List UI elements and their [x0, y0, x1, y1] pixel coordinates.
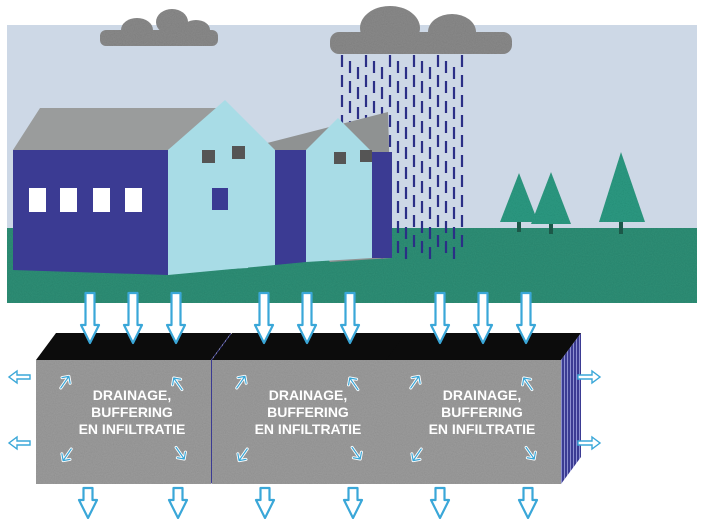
arrow-side-icon	[7, 435, 31, 451]
corner-arrow-icon	[347, 376, 360, 392]
block-top	[386, 333, 581, 360]
block-label: DRAINAGE, BUFFERING EN INFILTRATIE	[57, 387, 207, 438]
block-label-line: EN INFILTRATIE	[428, 421, 536, 437]
building-icon	[13, 100, 392, 275]
corner-arrows	[59, 374, 537, 463]
block-side	[561, 333, 581, 484]
corner-arrow-icon	[350, 445, 363, 461]
arrow-side-icon	[577, 369, 602, 385]
arrow-down-icon	[472, 291, 494, 345]
arrow-down-icon	[429, 291, 451, 345]
corner-arrow-icon	[410, 447, 423, 463]
block-label-line: DRAINAGE,	[268, 387, 348, 403]
corner-arrow-icon	[524, 445, 537, 461]
block-label-line: BUFFERING	[441, 404, 523, 420]
arrow-down-icon	[515, 291, 537, 345]
block-label: DRAINAGE, BUFFERING EN INFILTRATIE	[407, 387, 557, 438]
inflow-arrows	[79, 291, 537, 345]
arrow-side-icon	[7, 369, 31, 385]
block-top	[36, 333, 231, 360]
arrow-down-icon	[79, 291, 101, 345]
arrow-down-icon	[339, 291, 361, 345]
corner-arrow-icon	[59, 374, 72, 390]
arrow-down-icon	[77, 486, 99, 519]
block-label: DRAINAGE, BUFFERING EN INFILTRATIE	[233, 387, 383, 438]
block-label-line: EN INFILTRATIE	[254, 421, 362, 437]
arrow-down-icon	[296, 291, 318, 345]
corner-arrow-icon	[236, 447, 249, 463]
arrow-down-icon	[167, 486, 189, 519]
corner-arrow-icon	[174, 445, 187, 461]
block-label-line: BUFFERING	[267, 404, 349, 420]
block-label-line: EN INFILTRATIE	[78, 421, 186, 437]
block-label-line: BUFFERING	[91, 404, 173, 420]
arrow-down-icon	[429, 486, 451, 519]
arrow-down-icon	[342, 486, 364, 519]
arrow-down-icon	[122, 291, 144, 345]
corner-arrow-icon	[171, 376, 184, 392]
side-arrows	[7, 369, 602, 451]
corner-arrow-icon	[521, 376, 534, 392]
block-top	[212, 333, 407, 360]
block-label-line: DRAINAGE,	[92, 387, 172, 403]
arrow-down-icon	[517, 486, 539, 519]
corner-arrow-icon	[235, 374, 248, 390]
arrow-down-icon	[165, 291, 187, 345]
rain-cloud-icon	[330, 6, 512, 54]
outflow-arrows	[77, 486, 539, 519]
corner-arrow-icon	[409, 374, 422, 390]
corner-arrow-icon	[60, 447, 73, 463]
cloud-left-icon	[100, 9, 218, 46]
tree-icon	[500, 152, 645, 234]
arrow-side-icon	[577, 435, 602, 451]
arrow-down-icon	[253, 291, 275, 345]
arrow-down-icon	[254, 486, 276, 519]
block-label-line: DRAINAGE,	[442, 387, 522, 403]
